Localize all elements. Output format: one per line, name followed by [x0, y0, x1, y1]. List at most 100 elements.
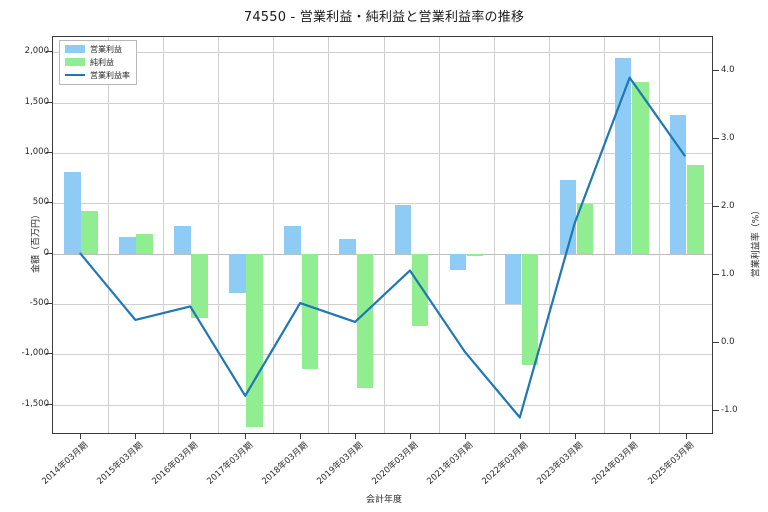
y-tick-mark-right — [713, 342, 719, 344]
bar-net-profit — [81, 211, 98, 254]
gridline-vertical — [493, 37, 495, 433]
x-tick-label: 2024年03月期 — [590, 440, 641, 487]
y-tick-mark-left — [46, 353, 52, 355]
bar-net-profit — [301, 253, 318, 370]
x-tick-mark — [189, 434, 191, 439]
margin-line — [79, 76, 686, 419]
y-tick-mark-right — [713, 410, 719, 412]
bar-operating-profit — [229, 253, 246, 293]
y-tick-mark-left — [46, 101, 52, 103]
y-tick-mark-left — [46, 303, 52, 304]
legend-label: 営業利益率 — [90, 70, 130, 80]
legend-label: 純利益 — [90, 57, 114, 67]
x-tick-label: 2022年03月期 — [480, 440, 531, 487]
y-tick-label-left: 500 — [32, 197, 49, 208]
x-tick-mark — [79, 434, 81, 439]
bar-operating-profit — [119, 236, 136, 254]
x-tick-label: 2020年03月期 — [370, 440, 421, 487]
y-tick-label-left: 1,000 — [24, 146, 49, 157]
gridline-horizontal — [53, 304, 712, 305]
bar-operating-profit — [339, 238, 356, 254]
gridline-horizontal — [53, 354, 712, 356]
legend-label: 営業利益 — [90, 44, 122, 54]
bar-net-profit — [136, 234, 153, 254]
gridline-vertical — [548, 37, 550, 433]
bar-net-profit — [246, 253, 263, 427]
y-tick-label-left: 2,000 — [24, 46, 49, 57]
x-tick-label: 2014年03月期 — [39, 440, 90, 487]
y-axis-label-left: 金額（百万円） — [31, 210, 42, 274]
y-tick-label-left: -1,500 — [21, 398, 49, 409]
bar-net-profit — [632, 82, 649, 254]
bar-operating-profit — [449, 253, 467, 270]
x-tick-label: 2019年03月期 — [315, 440, 366, 487]
line-series-layer — [79, 76, 686, 419]
bar-operating-profit — [174, 226, 191, 254]
x-tick-label: 2021年03月期 — [425, 440, 476, 487]
gridline-horizontal — [53, 404, 712, 406]
gridline-horizontal — [53, 102, 712, 104]
legend-item[interactable]: 営業利益 — [65, 44, 130, 54]
chart-title: 74550 - 営業利益・純利益と営業利益率の推移 — [243, 10, 525, 25]
legend-item[interactable]: 営業利益率 — [65, 70, 130, 80]
y-tick-mark-left — [46, 151, 52, 153]
plot-area — [52, 36, 713, 434]
bar-net-profit — [521, 253, 539, 366]
y-tick-mark-right — [713, 206, 719, 208]
x-tick-mark — [575, 434, 577, 439]
chart-legend: 営業利益純利益営業利益率 — [59, 40, 137, 85]
bar-operating-profit — [669, 114, 687, 254]
gridline-vertical — [383, 37, 385, 433]
x-tick-label: 2018年03月期 — [260, 440, 310, 487]
y-tick-mark-right — [713, 138, 719, 140]
y-tick-label-right: 1.0 — [721, 269, 735, 280]
bar-net-profit — [356, 253, 374, 388]
y-tick-label-right: 0.0 — [721, 337, 735, 348]
gridline-vertical — [163, 37, 165, 433]
gridline-vertical — [328, 37, 330, 433]
gridline-vertical — [603, 37, 605, 433]
bar-net-profit — [687, 165, 704, 254]
y-tick-mark-left — [46, 51, 52, 53]
x-tick-mark — [244, 434, 246, 439]
x-tick-label: 2016年03月期 — [149, 440, 200, 487]
bar-net-profit — [466, 253, 484, 256]
bar-series-layer — [53, 37, 712, 433]
bar-operating-profit — [64, 172, 81, 254]
x-axis-label: 会計年度 — [365, 495, 402, 505]
x-tick-mark — [134, 434, 136, 439]
x-tick-mark — [520, 434, 522, 439]
bar-net-profit — [191, 253, 208, 319]
legend-item[interactable]: 純利益 — [65, 57, 130, 67]
y-tick-label-right: 4.0 — [721, 65, 735, 75]
zero-baseline — [53, 253, 712, 255]
gridline-horizontal — [53, 203, 712, 205]
y-tick-mark-right — [713, 70, 719, 71]
x-tick-label: 2025年03月期 — [645, 440, 696, 487]
x-tick-label: 2023年03月期 — [535, 440, 586, 487]
y-tick-mark-left — [46, 403, 52, 405]
x-tick-mark — [630, 434, 632, 439]
bar-net-profit — [576, 204, 594, 254]
legend-swatch-bar-swatch-green — [65, 58, 85, 66]
gridlines — [53, 37, 712, 433]
gridline-vertical — [438, 37, 440, 433]
bar-operating-profit — [504, 253, 522, 304]
x-tick-mark — [299, 434, 301, 439]
x-tick-label: 2017年03月期 — [205, 440, 255, 487]
gridline-horizontal — [53, 152, 712, 154]
legend-swatch-bar-swatch-blue — [65, 45, 85, 53]
x-tick-label: 2015年03月期 — [94, 440, 145, 487]
bar-net-profit — [411, 253, 429, 327]
y-tick-label-left: -500 — [29, 298, 49, 308]
gridline-vertical — [218, 37, 220, 433]
gridline-vertical — [273, 37, 275, 433]
y-tick-mark-left — [46, 202, 52, 204]
bar-operating-profit — [284, 226, 301, 254]
y-tick-label-left: 1,500 — [24, 96, 49, 107]
legend-swatch-line-swatch-blue — [65, 74, 85, 76]
x-tick-mark — [410, 434, 411, 439]
x-tick-mark — [355, 434, 356, 439]
y-tick-mark-right — [713, 274, 719, 276]
